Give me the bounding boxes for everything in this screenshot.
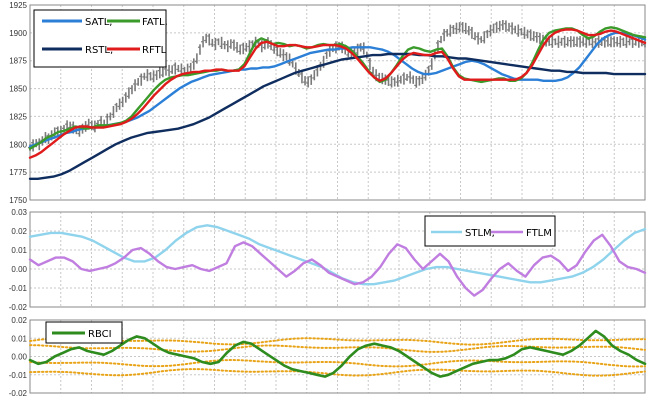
legend-label-rbci: RBCI [88,329,112,340]
y-tick-label: -0.01 [9,371,28,380]
rbci-band-line [29,336,646,346]
y-tick-label: 1750 [9,196,27,205]
y-tick-label: 1800 [9,140,27,149]
y-tick-label: -0.02 [9,389,28,398]
y-tick-label: -0.02 [9,303,28,312]
series-line-rbci [28,329,647,378]
legend-label-ftlm: FTLM [526,228,552,239]
y-tick-label: 1850 [9,85,27,94]
series-line-rstl [28,52,647,180]
rbci-legend: RBCI [45,321,123,344]
series-line-ftlm [28,233,647,297]
legend-label-rstl: RSTL, [85,45,113,56]
y-tick-label: 1900 [9,29,27,38]
rbci-band-line [29,358,646,368]
legend-label-rftl: RFTL [142,45,167,56]
y-tick-label: 1825 [9,112,27,121]
y-tick-label: 1775 [9,168,27,177]
y-tick-label: 1875 [9,57,27,66]
series-line-rftl [28,28,647,159]
price-panel: 1750 1775 1800 1825 1850 1875 1900 1925 [9,1,647,205]
rbci-band-line [29,368,646,377]
legend-label-stlm: STLM, [465,228,495,239]
y-tick-label: 1925 [9,1,27,10]
y-tick-label: 0.00 [11,265,27,274]
momentum-legend: STLM, FTLM [424,215,556,247]
y-tick-label: -0.01 [9,284,28,293]
y-tick-label: 0.03 [11,208,27,217]
plot-frame [29,319,646,394]
legend-label-satl: SATL, [85,17,112,28]
y-tick-label: 0.02 [11,227,27,236]
y-tick-label: 0.01 [11,334,27,343]
y-tick-label: 0.00 [11,353,27,362]
price-legend: SATL, FATL, RSTL, RFTL [33,9,168,68]
y-tick-label: 0.01 [11,246,27,255]
plot-frame [29,4,646,201]
y-tick-label: 0.02 [11,316,27,325]
rbci-panel: -0.02 -0.01 0.00 0.01 0.02 [9,316,647,398]
legend-label-fatl: FATL, [142,17,168,28]
rbci-band-line [29,344,646,353]
